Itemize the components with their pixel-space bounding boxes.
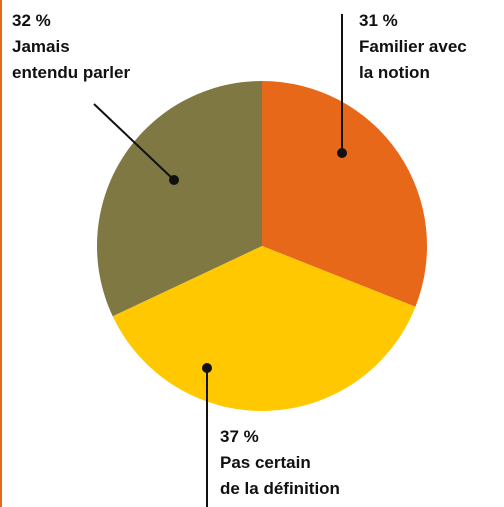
pie-slice	[262, 81, 427, 307]
pie-slice	[97, 81, 262, 317]
leader-dot	[169, 175, 179, 185]
value-label: 31 %	[359, 11, 398, 30]
category-label: Jamais entendu parler	[12, 37, 131, 82]
slice-label: 37 % Pas certain de la définition	[220, 424, 340, 502]
pie-slice	[112, 246, 416, 411]
leader-line	[93, 103, 175, 181]
slice-label: 32 % Jamais entendu parler	[12, 8, 130, 86]
category-label: Familier avec la notion	[359, 37, 467, 82]
category-label: Pas certain de la définition	[220, 453, 340, 498]
value-label: 37 %	[220, 427, 259, 446]
slice-label: 31 % Familier avec la notion	[359, 8, 467, 86]
leader-dot	[202, 363, 212, 373]
leader-dot	[337, 148, 347, 158]
value-label: 32 %	[12, 11, 51, 30]
